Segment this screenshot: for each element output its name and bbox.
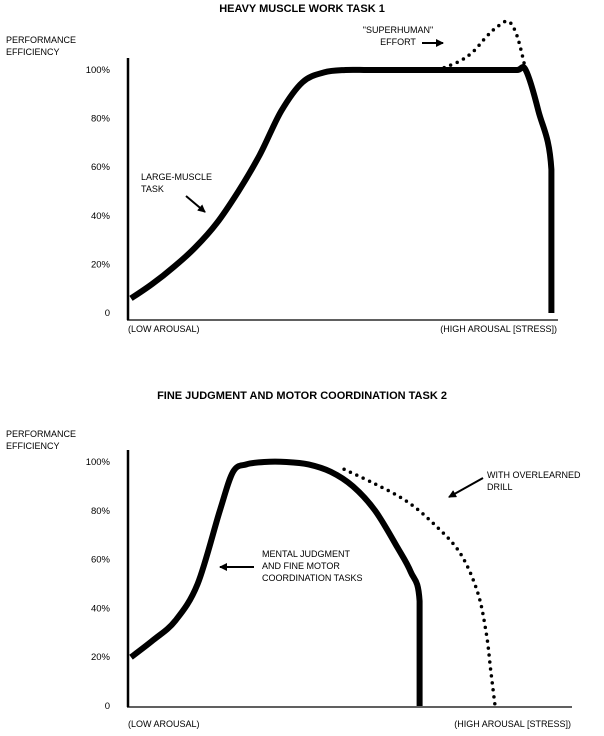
chart-2-y-tick-label: 0 [105, 701, 110, 712]
chart-2-x-label-high: (HIGH AROUSAL [STRESS]) [454, 719, 571, 729]
chart-1-x-label-low: (LOW AROUSAL) [128, 324, 200, 334]
chart-1-series-solid [129, 63, 555, 313]
chart-1-ylabel-line-2: EFFICIENCY [6, 47, 60, 57]
chart-1-annotation-superhuman-line-2: EFFORT [380, 37, 416, 47]
chart-1-arrow-large-muscle [185, 195, 206, 213]
chart-2-arrow-overlearned [448, 477, 484, 498]
chart-1-y-tick-label: 40% [91, 211, 111, 222]
chart-2-annotation-mental-line-3: COORDINATION TASKS [262, 573, 363, 583]
chart-1-ylabel-line-1: PERFORMANCE [6, 35, 76, 45]
chart-1-y-ticks: 0 20% 40% 60% 80% 100% [86, 65, 111, 319]
chart-2: FINE JUDGMENT AND MOTOR COORDINATION TAS… [6, 390, 581, 729]
chart-1: HEAVY MUSCLE WORK TASK 1 PERFORMANCE EFF… [6, 3, 558, 334]
chart-2-annotation-mental-line-2: AND FINE MOTOR [262, 561, 340, 571]
chart-2-y-ticks: 0 20% 40% 60% 80% 100% [86, 457, 111, 712]
chart-1-annotation-large-muscle-line-2: TASK [141, 184, 164, 194]
chart-2-ylabel-line-2: EFFICIENCY [6, 441, 60, 451]
chart-2-y-tick-label: 20% [91, 652, 111, 663]
chart-2-x-label-low: (LOW AROUSAL) [128, 719, 200, 729]
chart-1-annotation-large-muscle-line-1: LARGE-MUSCLE [141, 172, 212, 182]
chart-1-y-tick-label: 60% [91, 162, 111, 173]
chart-1-series-dotted [442, 19, 528, 72]
chart-1-annotation-superhuman-line-1: "SUPERHUMAN" [363, 25, 433, 35]
chart-1-y-tick-label: 20% [91, 259, 111, 270]
chart-2-annotation-overlearned-line-2: DRILL [487, 482, 513, 492]
chart-2-ylabel-line-1: PERFORMANCE [6, 429, 76, 439]
chart-1-x-label-high: (HIGH AROUSAL [STRESS]) [440, 324, 557, 334]
chart-1-y-tick-label: 100% [86, 65, 111, 76]
chart-1-y-tick-label: 0 [105, 308, 110, 319]
chart-1-title: HEAVY MUSCLE WORK TASK 1 [219, 3, 385, 15]
chart-2-y-tick-label: 40% [91, 603, 111, 614]
chart-2-annotation-overlearned-line-1: WITH OVERLEARNED [487, 470, 581, 480]
chart-2-series-solid [129, 458, 423, 706]
chart-2-y-tick-label: 100% [86, 457, 111, 468]
chart-2-annotation-mental-line-1: MENTAL JUDGMENT [262, 549, 351, 559]
chart-2-y-tick-label: 80% [91, 506, 111, 517]
chart-2-y-tick-label: 60% [91, 555, 111, 566]
chart-1-y-tick-label: 80% [91, 114, 111, 125]
chart-2-title: FINE JUDGMENT AND MOTOR COORDINATION TAS… [157, 390, 447, 402]
